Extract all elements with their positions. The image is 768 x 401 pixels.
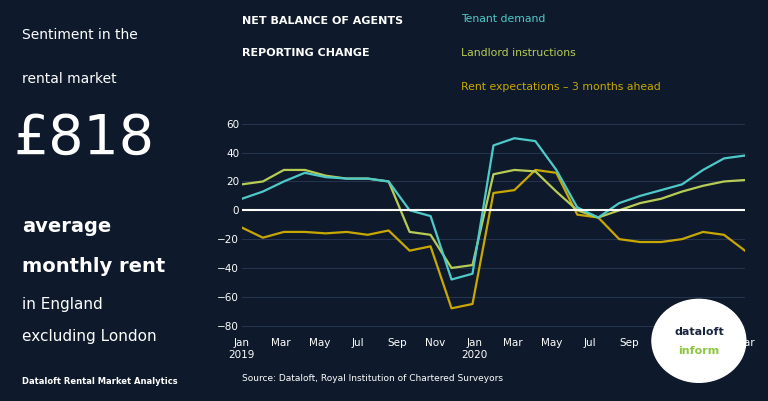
Text: excluding London: excluding London [22,329,157,344]
Text: NET BALANCE OF AGENTS: NET BALANCE OF AGENTS [242,16,403,26]
Text: £818: £818 [13,112,154,166]
Text: Tenant demand: Tenant demand [461,14,545,24]
Text: rental market: rental market [22,72,117,86]
Text: average: average [22,217,111,235]
Text: REPORTING CHANGE: REPORTING CHANGE [242,48,369,58]
Text: Sentiment in the: Sentiment in the [22,28,137,42]
Text: monthly rent: monthly rent [22,257,165,275]
Text: Source: Dataloft, Royal Institution of Chartered Surveyors: Source: Dataloft, Royal Institution of C… [242,374,503,383]
Text: inform: inform [678,346,720,356]
Text: Dataloft Rental Market Analytics: Dataloft Rental Market Analytics [22,377,177,386]
Text: Rent expectations – 3 months ahead: Rent expectations – 3 months ahead [461,82,660,92]
Text: Landlord instructions: Landlord instructions [461,48,575,58]
Circle shape [652,300,746,382]
Text: in England: in England [22,297,103,312]
Text: dataloft: dataloft [674,327,723,337]
